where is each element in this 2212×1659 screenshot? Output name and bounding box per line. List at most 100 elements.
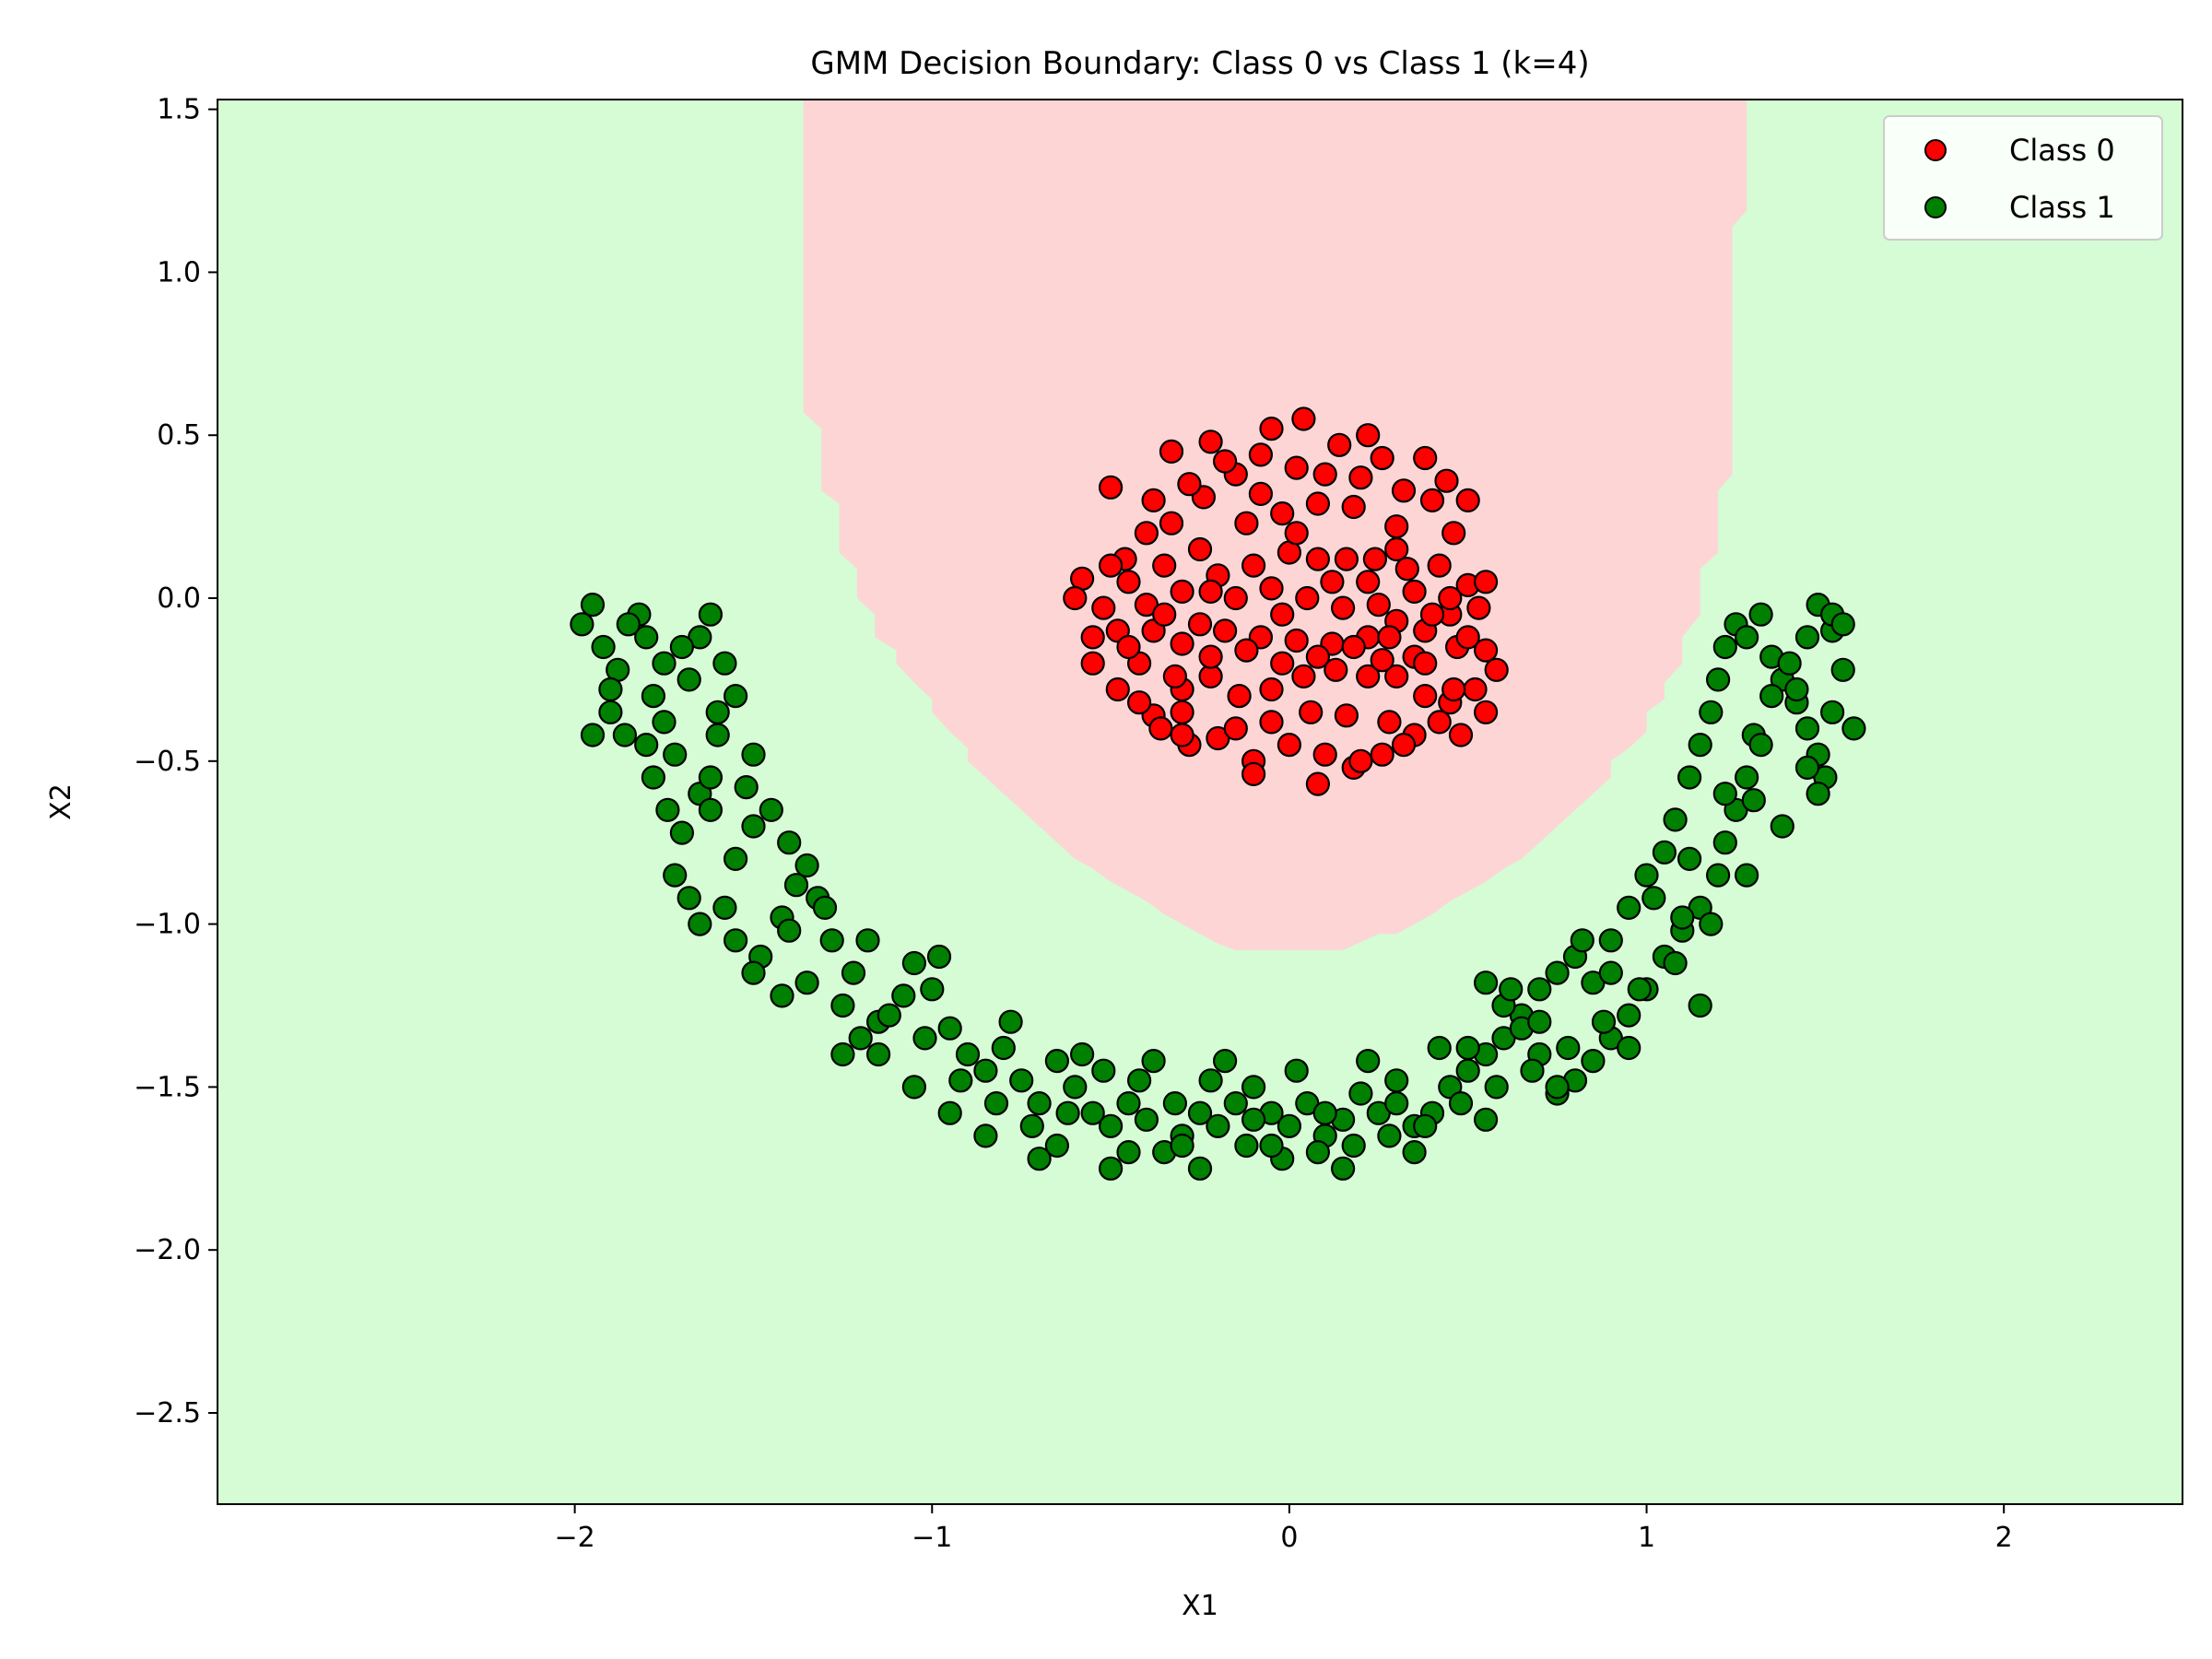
- class-0-point: [1356, 664, 1381, 689]
- class-0-point: [1341, 634, 1366, 660]
- class-1-point: [1187, 1156, 1213, 1181]
- class-0-point: [1126, 690, 1152, 715]
- class-0-point: [1080, 625, 1105, 650]
- class-0-point: [1162, 664, 1188, 689]
- class-0-point: [1312, 462, 1337, 487]
- class-0-point: [1441, 677, 1466, 702]
- class-0-point: [1324, 657, 1348, 682]
- class-0-point: [1098, 475, 1124, 500]
- class-0-point: [1159, 511, 1184, 535]
- class-0-point: [1241, 553, 1266, 578]
- class-1-point: [712, 895, 737, 921]
- class-1-point: [1499, 977, 1524, 1002]
- class-1-point: [1819, 700, 1845, 724]
- class-0-point: [1473, 700, 1499, 724]
- class-1-point: [1259, 1133, 1284, 1159]
- class-1-point: [973, 1058, 998, 1083]
- class-1-point: [937, 1100, 962, 1125]
- class-1-point: [1830, 612, 1855, 637]
- class-1-point: [1545, 1075, 1570, 1100]
- class-1-point: [891, 983, 916, 1008]
- class-1-point: [1330, 1156, 1356, 1181]
- class-1-point: [1545, 960, 1570, 985]
- class-0-point: [1341, 494, 1366, 520]
- class-0-point: [1159, 439, 1184, 464]
- class-1-point: [1688, 993, 1712, 1018]
- class-1-point: [1162, 1090, 1188, 1116]
- class-1-point: [812, 895, 838, 921]
- class-1-point: [1027, 1090, 1052, 1116]
- class-1-point: [1634, 863, 1659, 888]
- class-1-point: [1312, 1100, 1337, 1125]
- class-1-point: [1284, 1058, 1309, 1083]
- class-1-point: [819, 928, 844, 953]
- class-1-point: [1663, 807, 1688, 832]
- class-1-point: [1794, 755, 1820, 781]
- class-0-point: [1098, 553, 1124, 578]
- class-1-point: [1473, 971, 1499, 995]
- class-1-point: [1598, 928, 1623, 953]
- class-1-point: [1063, 1075, 1088, 1100]
- class-1-point: [1080, 1100, 1105, 1125]
- class-1-point: [1699, 912, 1724, 936]
- y-tick-label: −2.5: [134, 1397, 201, 1430]
- class-0-point: [1370, 445, 1394, 471]
- class-1-point: [1712, 830, 1737, 855]
- y-tick-label: −1.5: [134, 1071, 201, 1103]
- class-1-point: [1570, 928, 1594, 953]
- class-0-point: [1198, 579, 1223, 605]
- class-1-point: [1455, 1035, 1480, 1061]
- x-tick-label: 2: [1995, 1522, 2013, 1554]
- class-1-point: [1384, 1068, 1409, 1093]
- class-1-point: [688, 912, 712, 936]
- class-1-point: [926, 944, 952, 970]
- class-1-point: [1617, 1035, 1641, 1061]
- class-1-point: [598, 700, 623, 724]
- class-1-point: [677, 667, 701, 692]
- class-0-point: [1441, 521, 1466, 546]
- class-1-point: [616, 612, 641, 637]
- class-0-point: [1091, 595, 1116, 620]
- class-1-point: [1241, 1075, 1266, 1100]
- class-0-point: [1377, 625, 1402, 650]
- class-0-point: [1234, 511, 1259, 535]
- class-0-point: [1259, 710, 1284, 735]
- class-0-point: [1284, 455, 1309, 480]
- class-0-point: [1152, 602, 1177, 627]
- class-1-point: [1598, 960, 1623, 985]
- class-0-point: [1170, 631, 1194, 656]
- class-1-point: [1027, 1147, 1052, 1171]
- class-1-point: [712, 651, 737, 676]
- class-1-point: [1402, 1139, 1427, 1165]
- class-1-point: [1712, 782, 1737, 806]
- class-0-point: [1284, 521, 1309, 546]
- class-1-point: [1527, 1009, 1552, 1034]
- class-1-point: [698, 765, 724, 790]
- class-1-point: [677, 886, 701, 911]
- x-tick-label: 1: [1638, 1522, 1655, 1554]
- class-1-point: [937, 1016, 962, 1041]
- class-0-point: [1413, 651, 1438, 676]
- y-tick-label: 1.5: [157, 94, 201, 126]
- class-1-point: [1206, 1113, 1230, 1138]
- class-0-point: [1248, 481, 1274, 507]
- class-1-point: [705, 700, 730, 724]
- class-0-point: [1105, 677, 1130, 702]
- class-0-point: [1473, 570, 1499, 594]
- class-1-point: [1670, 905, 1695, 930]
- class-1-point: [598, 677, 623, 702]
- class-1-point: [1794, 716, 1820, 741]
- class-1-point: [877, 1003, 901, 1028]
- class-1-point: [1705, 863, 1731, 888]
- class-0-point: [1312, 742, 1337, 767]
- class-1-point: [1705, 667, 1731, 692]
- class-0-point: [1270, 651, 1295, 676]
- class-1-point: [634, 625, 659, 650]
- class-1-point: [1794, 625, 1820, 650]
- class-0-point: [1356, 570, 1381, 594]
- class-1-point: [830, 1041, 855, 1067]
- class-0-point: [1270, 500, 1295, 526]
- class-0-point: [1334, 703, 1359, 728]
- class-0-point: [1305, 771, 1331, 796]
- class-0-point: [1305, 547, 1331, 571]
